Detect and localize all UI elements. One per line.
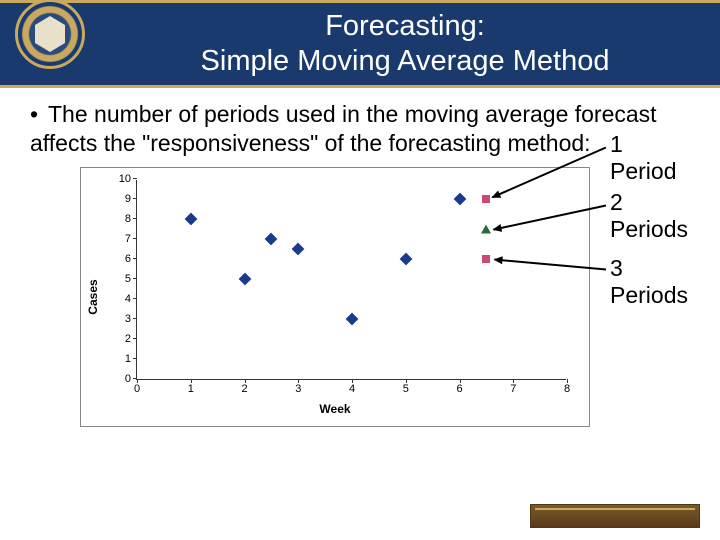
slide-content: •The number of periods used in the movin… <box>0 88 720 438</box>
y-tick-label: 8 <box>125 213 137 225</box>
y-tick-label: 6 <box>125 253 137 265</box>
y-tick-label: 1 <box>125 353 137 365</box>
data-marker-diamond <box>346 313 359 326</box>
data-marker-square <box>482 255 490 263</box>
y-tick-label: 2 <box>125 333 137 345</box>
y-tick-label: 5 <box>125 273 137 285</box>
data-marker-diamond <box>453 193 466 206</box>
data-marker-diamond <box>399 253 412 266</box>
bullet-text: The number of periods used in the moving… <box>30 101 657 157</box>
x-tick-mark <box>298 379 299 383</box>
x-tick-mark <box>513 379 514 383</box>
title-line-1: Forecasting: <box>325 10 485 42</box>
chart-box: Cases Week 012345678910012345678 <box>80 167 590 427</box>
bullet-paragraph: •The number of periods used in the movin… <box>30 100 690 160</box>
y-tick-mark <box>133 278 137 279</box>
y-tick-label: 7 <box>125 233 137 245</box>
data-marker-diamond <box>184 213 197 226</box>
y-tick-mark <box>133 338 137 339</box>
data-marker-square <box>482 195 490 203</box>
data-marker-triangle <box>481 225 491 234</box>
y-tick-mark <box>133 238 137 239</box>
header-bar: Forecasting: Simple Moving Average Metho… <box>0 0 720 88</box>
y-tick-label: 4 <box>125 293 137 305</box>
x-tick-mark <box>137 379 138 383</box>
chart-area: 1 Period 2 Periods 3 Periods Cases Week … <box>80 167 690 427</box>
y-tick-mark <box>133 298 137 299</box>
footer-college-bar <box>530 504 700 528</box>
x-tick-mark <box>567 379 568 383</box>
y-tick-mark <box>133 318 137 319</box>
y-tick-mark <box>133 258 137 259</box>
data-marker-diamond <box>292 243 305 256</box>
x-tick-mark <box>245 379 246 383</box>
x-axis-label: Week <box>319 402 350 416</box>
y-tick-label: 9 <box>125 193 137 205</box>
data-marker-diamond <box>265 233 278 246</box>
bullet-marker: • <box>30 100 48 130</box>
annotation-3-periods: 3 Periods <box>610 255 690 309</box>
data-marker-diamond <box>238 273 251 286</box>
annotation-1-period: 1 Period <box>610 131 690 185</box>
x-tick-mark <box>406 379 407 383</box>
y-tick-mark <box>133 218 137 219</box>
y-tick-mark <box>133 178 137 179</box>
y-tick-mark <box>133 198 137 199</box>
y-tick-mark <box>133 358 137 359</box>
plot-area: 012345678910012345678 <box>136 180 566 380</box>
x-tick-mark <box>460 379 461 383</box>
y-axis-label: Cases <box>86 280 100 315</box>
university-seal-logo <box>15 0 85 69</box>
x-tick-mark <box>352 379 353 383</box>
y-tick-label: 3 <box>125 313 137 325</box>
x-tick-mark <box>191 379 192 383</box>
y-tick-label: 10 <box>119 173 137 185</box>
slide-title: Forecasting: Simple Moving Average Metho… <box>110 9 700 79</box>
title-line-2: Simple Moving Average Method <box>201 45 610 77</box>
annotation-2-periods: 2 Periods <box>610 189 690 243</box>
